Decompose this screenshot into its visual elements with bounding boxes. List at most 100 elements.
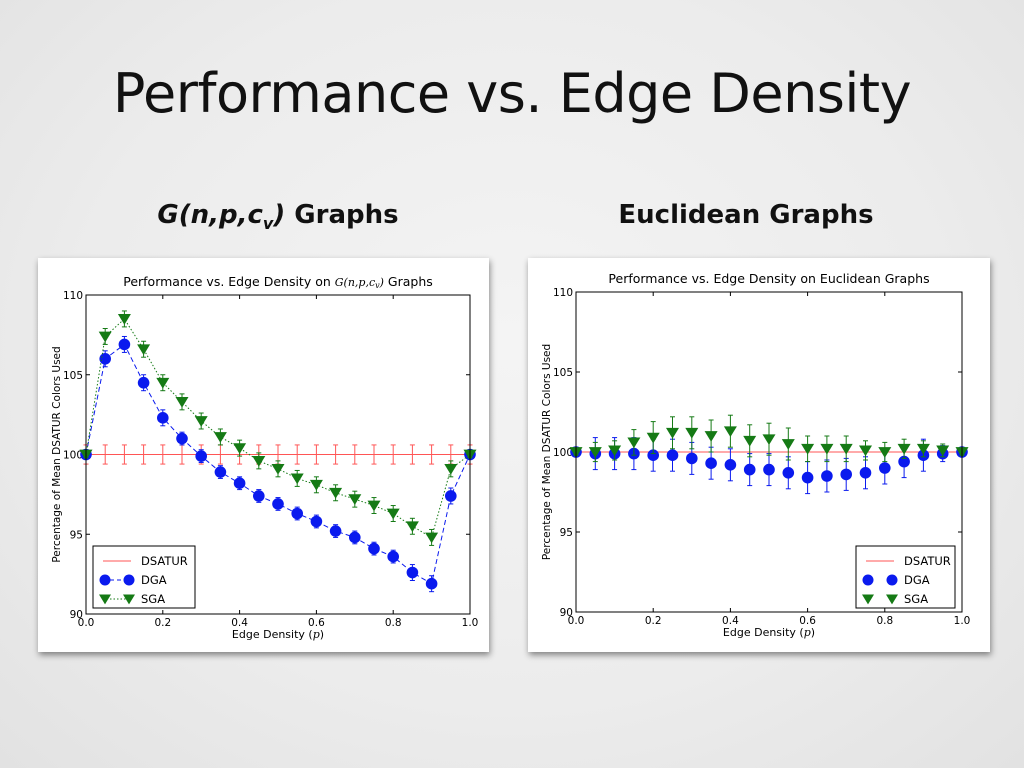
sga-point: [329, 487, 343, 499]
legend-dga-label: DGA: [904, 573, 930, 587]
sga-point: [646, 432, 660, 444]
y-tick-label: 110: [553, 287, 573, 299]
dga-point: [329, 525, 342, 537]
plot-area: [569, 414, 969, 495]
y-tick-label: 100: [553, 447, 573, 459]
sga-point: [801, 443, 815, 455]
left-heading-italic-close: ): [273, 200, 286, 230]
sga-point: [859, 445, 872, 457]
y-tick-label: 95: [560, 527, 573, 539]
dga-point: [176, 432, 188, 445]
sga-point: [878, 447, 892, 458]
legend-sga-label: SGA: [141, 592, 165, 606]
chart-title: Performance vs. Edge Density on G(n,p,cv…: [123, 274, 433, 290]
legend-sga-swatch: [123, 594, 135, 605]
left-panel-heading: G(n,p,cv) Graphs: [78, 200, 478, 233]
y-tick-label: 95: [70, 529, 83, 541]
dga-point: [291, 507, 303, 520]
x-tick-label: 0.0: [568, 615, 585, 627]
sga-point: [936, 445, 950, 457]
sga-point: [367, 500, 381, 512]
dga-point: [705, 457, 717, 469]
sga-point: [117, 314, 131, 325]
sga-point: [666, 427, 679, 439]
sga-point: [704, 431, 718, 442]
x-axis-label: Edge Density (p): [723, 626, 815, 639]
dga-point: [425, 577, 438, 590]
dga-point: [879, 462, 891, 474]
sga-point: [156, 377, 170, 389]
dga-point: [118, 338, 131, 351]
y-tick-label: 100: [63, 450, 83, 462]
left-heading-rest: Graphs: [285, 200, 399, 230]
sga-point: [916, 443, 930, 455]
legend-dga-swatch: [99, 574, 111, 586]
chart-title: Performance vs. Edge Density on Euclidea…: [608, 271, 929, 286]
legend-box: [92, 545, 196, 609]
dga-point: [310, 515, 323, 528]
x-tick-label: 0.8: [876, 615, 893, 627]
x-tick-label: 1.0: [954, 615, 971, 627]
dga-point: [195, 450, 207, 462]
dga-point: [743, 463, 756, 476]
dga-point: [349, 531, 361, 544]
dga-point: [724, 459, 737, 471]
sga-point: [386, 508, 400, 520]
legend-sga-swatch: [886, 594, 898, 605]
legend-sga-swatch: [99, 594, 111, 605]
x-tick-label: 0.8: [385, 617, 402, 629]
sga-point: [897, 443, 911, 455]
sga-point: [425, 532, 439, 544]
dga-point: [840, 468, 852, 481]
sga-point: [820, 443, 834, 455]
dga-series-line: [85, 343, 471, 585]
sga-point: [839, 443, 853, 455]
legend-dga-swatch: [886, 574, 898, 586]
dga-point: [763, 463, 775, 476]
euclidean-chart-figure: Performance vs. Edge Density on Euclidea…: [528, 258, 990, 652]
sga-point: [444, 463, 458, 475]
dga-point: [387, 550, 400, 563]
x-tick-label: 0.4: [722, 615, 739, 627]
x-tick-label: 0.6: [799, 615, 816, 627]
y-axis-label: Percentage of Mean DSATUR Colors Used: [51, 346, 63, 562]
dga-point: [406, 566, 419, 579]
sga-point: [98, 331, 112, 343]
dga-point: [898, 455, 910, 468]
legend-dsatur-label: DSATUR: [904, 554, 951, 568]
x-tick-label: 0.2: [645, 615, 662, 627]
dga-point: [647, 449, 659, 461]
dga-point: [782, 467, 795, 479]
sga-point: [348, 494, 362, 506]
y-tick-label: 90: [560, 607, 573, 619]
right-panel-heading: Euclidean Graphs: [618, 200, 874, 230]
x-tick-label: 0.2: [154, 617, 171, 629]
dga-point: [157, 412, 169, 424]
x-axis-label: Edge Density (p): [232, 628, 324, 641]
y-tick-label: 90: [70, 609, 83, 621]
y-tick-label: 110: [63, 290, 83, 302]
sga-point: [405, 521, 419, 533]
left-heading-subscript: v: [262, 214, 274, 234]
dga-point: [686, 452, 698, 465]
dga-point: [137, 376, 150, 389]
legend-dsatur-label: DSATUR: [141, 554, 188, 568]
sga-point: [685, 427, 699, 439]
dga-point: [214, 466, 227, 478]
sga-point: [743, 435, 757, 447]
legend-dga-label: DGA: [141, 573, 167, 587]
dga-point: [821, 470, 833, 482]
sga-point: [723, 426, 737, 438]
sga-point: [290, 473, 304, 485]
gnp-chart-figure: Performance vs. Edge Density on G(n,p,cv…: [38, 258, 489, 652]
y-tick-label: 105: [63, 370, 83, 382]
y-tick-label: 105: [553, 367, 573, 379]
x-tick-label: 0.6: [308, 617, 325, 629]
y-axis-label: Percentage of Mean DSATUR Colors Used: [541, 344, 553, 560]
x-tick-label: 0.0: [78, 617, 95, 629]
dga-point: [233, 477, 246, 490]
sga-point: [194, 416, 208, 427]
sga-point: [233, 443, 247, 454]
sga-point: [627, 437, 641, 449]
x-tick-label: 1.0: [462, 617, 479, 629]
